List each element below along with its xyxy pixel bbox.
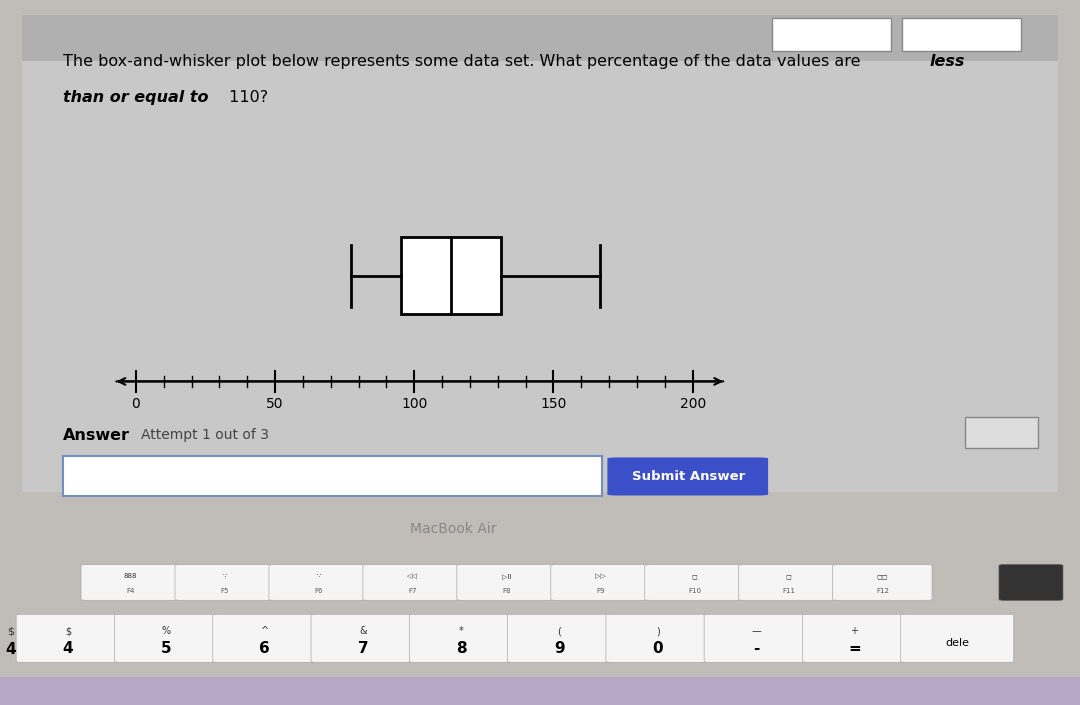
Text: (: (: [557, 626, 562, 637]
Text: -: -: [753, 641, 759, 656]
FancyBboxPatch shape: [63, 457, 603, 496]
Text: Answer: Answer: [63, 428, 130, 443]
Bar: [401, 237, 501, 314]
Text: 0: 0: [132, 397, 140, 411]
Text: Attempt 1 out of 3: Attempt 1 out of 3: [140, 428, 269, 442]
Text: ◻: ◻: [785, 573, 792, 580]
Text: MacBook Air: MacBook Air: [410, 522, 497, 537]
Text: Submit Answer: Submit Answer: [632, 470, 745, 483]
FancyBboxPatch shape: [114, 614, 218, 663]
FancyBboxPatch shape: [902, 18, 1021, 51]
Text: &: &: [359, 626, 367, 637]
Text: ◻: ◻: [691, 573, 698, 580]
Text: F9: F9: [596, 588, 605, 594]
Text: F5: F5: [220, 588, 229, 594]
Text: 5: 5: [161, 641, 172, 656]
Text: 7: 7: [357, 641, 368, 656]
Text: 8: 8: [456, 641, 467, 656]
Text: F6: F6: [314, 588, 323, 594]
FancyBboxPatch shape: [551, 565, 650, 600]
Text: 888: 888: [124, 573, 137, 580]
Text: ∵: ∵: [316, 573, 321, 580]
FancyBboxPatch shape: [81, 565, 180, 600]
FancyBboxPatch shape: [645, 565, 744, 600]
Text: 6: 6: [259, 641, 270, 656]
FancyBboxPatch shape: [16, 614, 120, 663]
FancyBboxPatch shape: [901, 614, 1014, 663]
FancyBboxPatch shape: [999, 565, 1063, 600]
FancyBboxPatch shape: [22, 16, 1058, 492]
FancyBboxPatch shape: [739, 565, 838, 600]
Text: $: $: [8, 626, 14, 637]
Text: 100: 100: [401, 397, 428, 411]
Text: 4: 4: [5, 642, 16, 658]
Text: ▷▷: ▷▷: [595, 573, 606, 580]
Text: F8: F8: [502, 588, 511, 594]
FancyBboxPatch shape: [175, 565, 274, 600]
FancyBboxPatch shape: [213, 614, 316, 663]
FancyBboxPatch shape: [704, 614, 808, 663]
FancyBboxPatch shape: [363, 565, 462, 600]
Text: The box-and-whisker plot below represents some data set. What percentage of the : The box-and-whisker plot below represent…: [63, 54, 866, 69]
Text: =: =: [848, 641, 861, 656]
Text: 200: 200: [679, 397, 705, 411]
FancyBboxPatch shape: [269, 565, 368, 600]
Text: ^: ^: [260, 626, 269, 637]
Text: than or equal to: than or equal to: [63, 90, 208, 104]
FancyBboxPatch shape: [409, 614, 513, 663]
Text: ): ): [656, 626, 660, 637]
Text: F7: F7: [408, 588, 417, 594]
Text: less: less: [930, 54, 966, 69]
Text: 9: 9: [554, 641, 565, 656]
Text: F10: F10: [688, 588, 701, 594]
Text: ∵: ∵: [222, 573, 227, 580]
Text: 0: 0: [652, 641, 663, 656]
FancyBboxPatch shape: [22, 16, 1058, 61]
Text: *: *: [459, 626, 463, 637]
Text: ◁◁: ◁◁: [407, 573, 418, 580]
Text: F11: F11: [782, 588, 795, 594]
Text: F4: F4: [126, 588, 135, 594]
Text: 4: 4: [63, 641, 73, 656]
FancyBboxPatch shape: [772, 18, 891, 51]
Text: —: —: [751, 626, 761, 637]
FancyBboxPatch shape: [606, 614, 710, 663]
Text: +: +: [850, 626, 859, 637]
FancyBboxPatch shape: [802, 614, 906, 663]
FancyBboxPatch shape: [833, 565, 932, 600]
Text: ▷II: ▷II: [502, 573, 511, 580]
FancyBboxPatch shape: [311, 614, 415, 663]
Text: 150: 150: [540, 397, 567, 411]
Text: 110?: 110?: [224, 90, 268, 104]
Text: 50: 50: [267, 397, 284, 411]
FancyBboxPatch shape: [607, 458, 768, 496]
FancyBboxPatch shape: [966, 417, 1038, 448]
Text: %: %: [162, 626, 171, 637]
Text: F12: F12: [876, 588, 889, 594]
FancyBboxPatch shape: [508, 614, 611, 663]
Text: ◻◻: ◻◻: [877, 573, 888, 580]
FancyBboxPatch shape: [0, 677, 1080, 705]
Text: $: $: [65, 626, 71, 637]
FancyBboxPatch shape: [457, 565, 556, 600]
Text: dele: dele: [945, 638, 969, 648]
